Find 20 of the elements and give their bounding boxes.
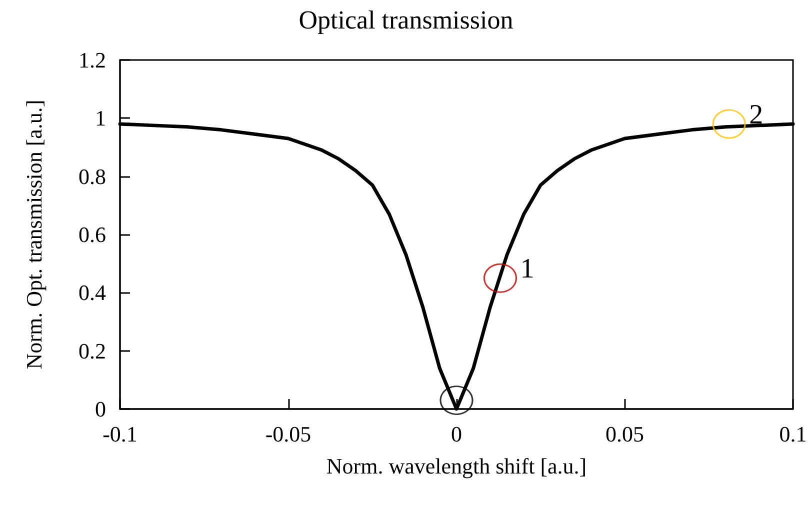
x-axis-title: Norm. wavelength shift [a.u.] bbox=[326, 454, 587, 478]
x-tick-label: 0 bbox=[451, 422, 462, 446]
y-tick-label: 1 bbox=[95, 106, 106, 131]
x-tick-label: 0.1 bbox=[779, 422, 807, 446]
y-tick-label: 0.4 bbox=[78, 280, 106, 306]
point bbox=[484, 263, 517, 293]
y-tick-label: 0.2 bbox=[78, 338, 106, 364]
x-tick-label: 0.05 bbox=[606, 422, 644, 446]
x-tick-label: -0.05 bbox=[265, 422, 312, 446]
x-tick-label: -0.1 bbox=[102, 422, 138, 446]
y-tick-label: 0 bbox=[95, 396, 106, 422]
y-axis-title: Norm. Opt. transmission [a.u.] bbox=[22, 100, 46, 370]
annotation: 1 bbox=[520, 254, 534, 285]
chart-title: Optical transmission bbox=[298, 6, 514, 34]
point bbox=[440, 386, 474, 416]
annotation: 2 bbox=[749, 99, 764, 130]
point bbox=[712, 109, 746, 139]
y-tick-label: 0.8 bbox=[78, 164, 106, 189]
y-tick-label: 0.6 bbox=[78, 222, 106, 247]
y-tick-label: 1.2 bbox=[78, 48, 106, 72]
